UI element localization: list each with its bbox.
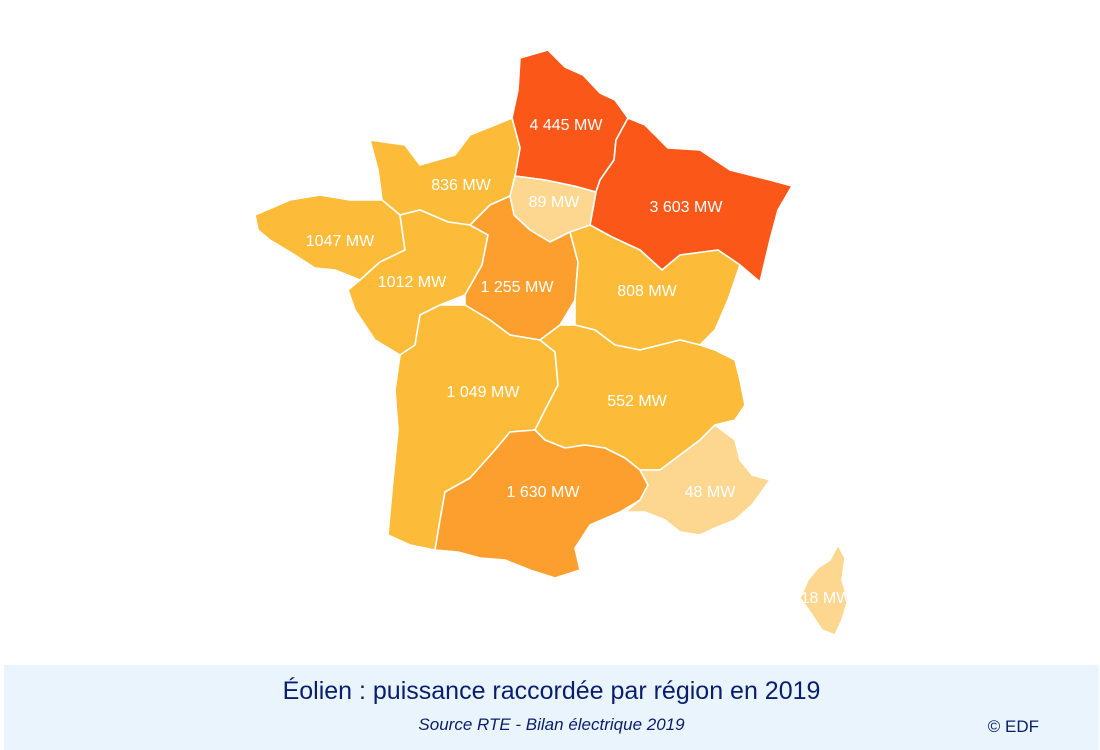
label-bourgogne-franche-comte: 808 MW bbox=[617, 283, 677, 300]
label-centre-val-de-loire: 1 255 MW bbox=[481, 279, 555, 296]
label-nouvelle-aquitaine: 1 049 MW bbox=[447, 384, 521, 401]
region-corse[interactable] bbox=[799, 544, 849, 636]
label-corse: 18 MW bbox=[801, 590, 853, 607]
label-auvergne-rhone-alpes: 552 MW bbox=[607, 393, 667, 410]
france-map: 4 445 MW 3 603 MW 89 MW 836 MW 1047 MW 1… bbox=[255, 50, 853, 636]
label-hauts-de-france: 4 445 MW bbox=[530, 117, 604, 134]
label-normandie: 836 MW bbox=[431, 177, 491, 194]
label-provence-alpes-cote-d-azur: 48 MW bbox=[685, 484, 737, 501]
copyright: © EDF bbox=[987, 717, 1039, 736]
caption-bar: Éolien : puissance raccordée par région … bbox=[4, 665, 1099, 750]
label-pays-de-la-loire: 1012 MW bbox=[378, 274, 447, 291]
region-provence-alpes-cote-d-azur[interactable] bbox=[624, 424, 771, 536]
label-occitanie: 1 630 MW bbox=[507, 484, 581, 501]
source-note: Source RTE - Bilan électrique 2019 bbox=[418, 715, 685, 734]
label-bretagne: 1047 MW bbox=[306, 233, 375, 250]
label-ile-de-france: 89 MW bbox=[529, 194, 581, 211]
label-grand-est: 3 603 MW bbox=[650, 199, 724, 216]
map-title: Éolien : puissance raccordée par région … bbox=[282, 677, 821, 705]
